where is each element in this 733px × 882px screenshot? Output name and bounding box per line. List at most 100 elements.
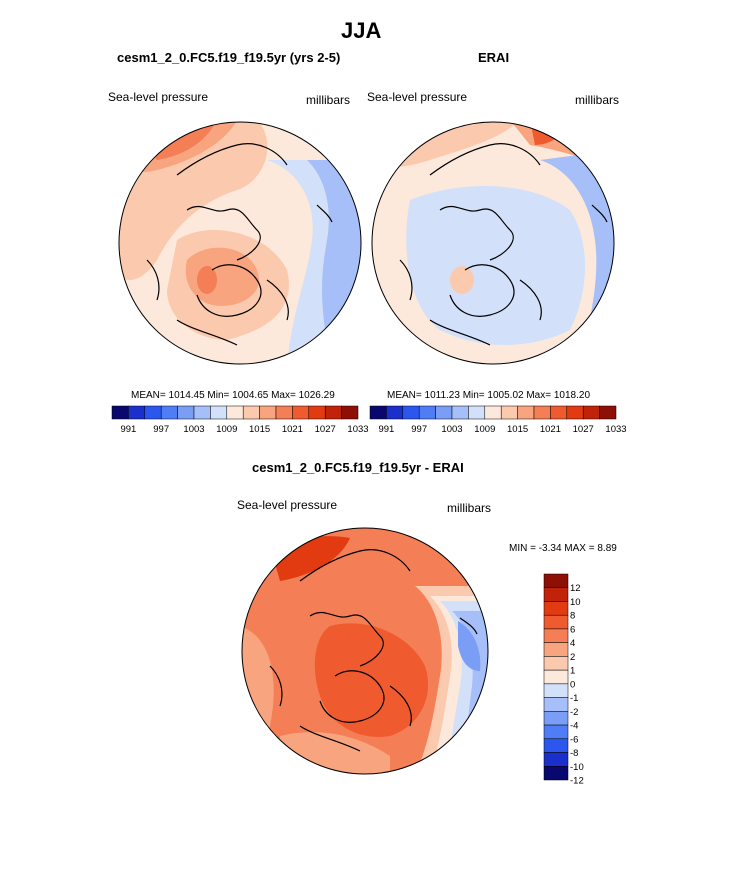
colorbar-diff-tick-label: 2 xyxy=(570,652,575,663)
colorbar-left-swatch xyxy=(128,405,146,420)
left-variable-label: Sea-level pressure xyxy=(108,90,209,104)
colorbar-right-swatch xyxy=(582,405,600,420)
erai-field-peak-ne xyxy=(530,122,570,145)
colorbar-diff-swatch xyxy=(543,669,569,685)
colorbar-diff-tick-label: -12 xyxy=(570,776,584,787)
colorbar-right-swatch xyxy=(386,405,404,420)
colorbar-right-tick-label: 997 xyxy=(411,424,427,435)
colorbar-diff-swatch xyxy=(543,628,569,643)
panel-diff-title: cesm1_2_0.FC5.f19_f19.5yr - ERAI xyxy=(252,460,464,475)
colorbar-left-swatch xyxy=(308,405,326,420)
colorbar-left-swatch xyxy=(259,405,277,420)
colorbar-left-swatch xyxy=(111,405,129,420)
erai-coastline xyxy=(399,143,608,346)
colorbar-diff-swatch xyxy=(543,656,569,671)
colorbar-right: 991 997 1003 1009 1015 1021 1027 1033 xyxy=(369,405,627,435)
model-coastline xyxy=(146,143,333,346)
colorbar-diff-swatch xyxy=(543,683,569,698)
left-stats: MEAN= 1014.45 Min= 1004.65 Max= 1026.29 xyxy=(131,390,335,401)
colorbar-diff-tick-label: 0 xyxy=(570,679,575,690)
colorbar-left-swatch xyxy=(226,405,244,420)
colorbar-diff-tick-label: 4 xyxy=(570,638,575,649)
erai-field-mid-center xyxy=(450,266,474,294)
colorbar-diff-tick-label: -2 xyxy=(570,707,578,718)
model-map-border xyxy=(118,121,362,365)
colorbar-right-swatch xyxy=(550,405,568,420)
colorbar-left-tick-label: 997 xyxy=(153,424,169,435)
colorbar-left-tick-label: 1003 xyxy=(183,424,204,435)
right-variable-label: Sea-level pressure xyxy=(367,90,468,104)
diff-field-deep-center xyxy=(314,623,429,737)
colorbar-diff-tick-label: 10 xyxy=(570,597,581,608)
colorbar-left-swatch xyxy=(292,405,310,420)
map-diff xyxy=(241,527,489,775)
colorbar-diff-swatch xyxy=(543,587,569,602)
colorbar-diff-swatch xyxy=(543,766,569,781)
map-model xyxy=(118,121,362,365)
colorbar-right-tick-label: 1003 xyxy=(441,424,462,435)
right-units-label: millibars xyxy=(575,93,620,107)
colorbar-right-swatch xyxy=(451,405,469,420)
colorbar-diff-tick-label: 6 xyxy=(570,624,575,635)
colorbar-left-tick-label: 1009 xyxy=(216,424,237,435)
colorbar-right-swatch xyxy=(435,405,453,420)
colorbar-left-tick-label: 1027 xyxy=(315,424,336,435)
colorbar-right-tick-label: 1009 xyxy=(474,424,495,435)
colorbar-diff-swatch xyxy=(543,573,569,588)
colorbar-left-swatch xyxy=(242,405,260,420)
colorbar-right-swatch xyxy=(533,405,551,420)
colorbar-right-tick-label: 1015 xyxy=(507,424,528,435)
colorbar-right-swatch xyxy=(599,405,617,420)
figure-title: JJA xyxy=(341,18,382,43)
colorbar-right-tick-label: 1033 xyxy=(605,424,626,435)
diff-coastline xyxy=(269,549,478,752)
colorbar-left-tick-label: 1033 xyxy=(347,424,368,435)
diff-map-border xyxy=(241,527,489,775)
colorbar-right-tick-label: 1021 xyxy=(540,424,561,435)
colorbar-right-swatch xyxy=(517,405,535,420)
model-field-peak-center xyxy=(197,266,217,294)
colorbar-left-swatch xyxy=(160,405,178,420)
colorbar-diff-tick-label: -1 xyxy=(570,693,578,704)
left-units-label: millibars xyxy=(306,93,351,107)
colorbar-left-tick-label: 991 xyxy=(120,424,136,435)
colorbar-diff-swatch xyxy=(543,614,569,630)
diff-stats: MIN = -3.34 MAX = 8.89 xyxy=(509,543,617,554)
map-erai xyxy=(371,121,615,365)
diff-variable-label: Sea-level pressure xyxy=(237,498,338,512)
colorbar-diff-tick-label: -10 xyxy=(570,762,584,773)
colorbar-left-swatch xyxy=(210,405,228,420)
panel-left-title: cesm1_2_0.FC5.f19_f19.5yr (yrs 2-5) xyxy=(117,50,341,65)
colorbar-diff-tick-label: 12 xyxy=(570,583,581,594)
colorbar-right-tick-label: 1027 xyxy=(573,424,594,435)
colorbar-diff-swatch xyxy=(543,697,569,712)
colorbar-diff-swatch xyxy=(543,711,569,726)
colorbar-diff-swatch xyxy=(543,738,569,753)
colorbar-right-swatch xyxy=(566,405,584,420)
colorbar-diff-swatch xyxy=(543,642,569,657)
colorbar-right-swatch xyxy=(500,405,518,420)
colorbar-left-swatch xyxy=(341,405,359,420)
right-stats: MEAN= 1011.23 Min= 1005.02 Max= 1018.20 xyxy=(387,390,591,401)
colorbar-right-swatch xyxy=(468,405,486,420)
colorbar-right-swatch xyxy=(402,405,420,420)
diff-field-low3 xyxy=(458,621,481,671)
colorbar-diff-swatch xyxy=(543,752,569,767)
colorbar-left-tick-label: 1021 xyxy=(282,424,303,435)
colorbar-right-swatch xyxy=(484,405,502,420)
colorbar-diff-tick-label: -4 xyxy=(570,721,578,732)
colorbar-diff-tick-label: 8 xyxy=(570,611,575,622)
colorbar-left: 991 997 1003 1009 1015 1021 1027 1033 xyxy=(111,405,369,435)
colorbar-diff-swatch xyxy=(543,601,569,616)
colorbar-left-swatch xyxy=(275,405,293,420)
erai-map-border xyxy=(371,121,615,365)
diff-units-label: millibars xyxy=(447,501,492,515)
colorbar-diff-tick-label: -6 xyxy=(570,734,578,745)
colorbar-diff-tick-label: 1 xyxy=(570,666,575,677)
colorbar-left-swatch xyxy=(193,405,211,420)
erai-field-low1 xyxy=(406,186,585,345)
colorbar-left-swatch xyxy=(144,405,162,420)
colorbar-left-swatch xyxy=(324,405,342,420)
colorbar-left-swatch xyxy=(177,405,195,420)
